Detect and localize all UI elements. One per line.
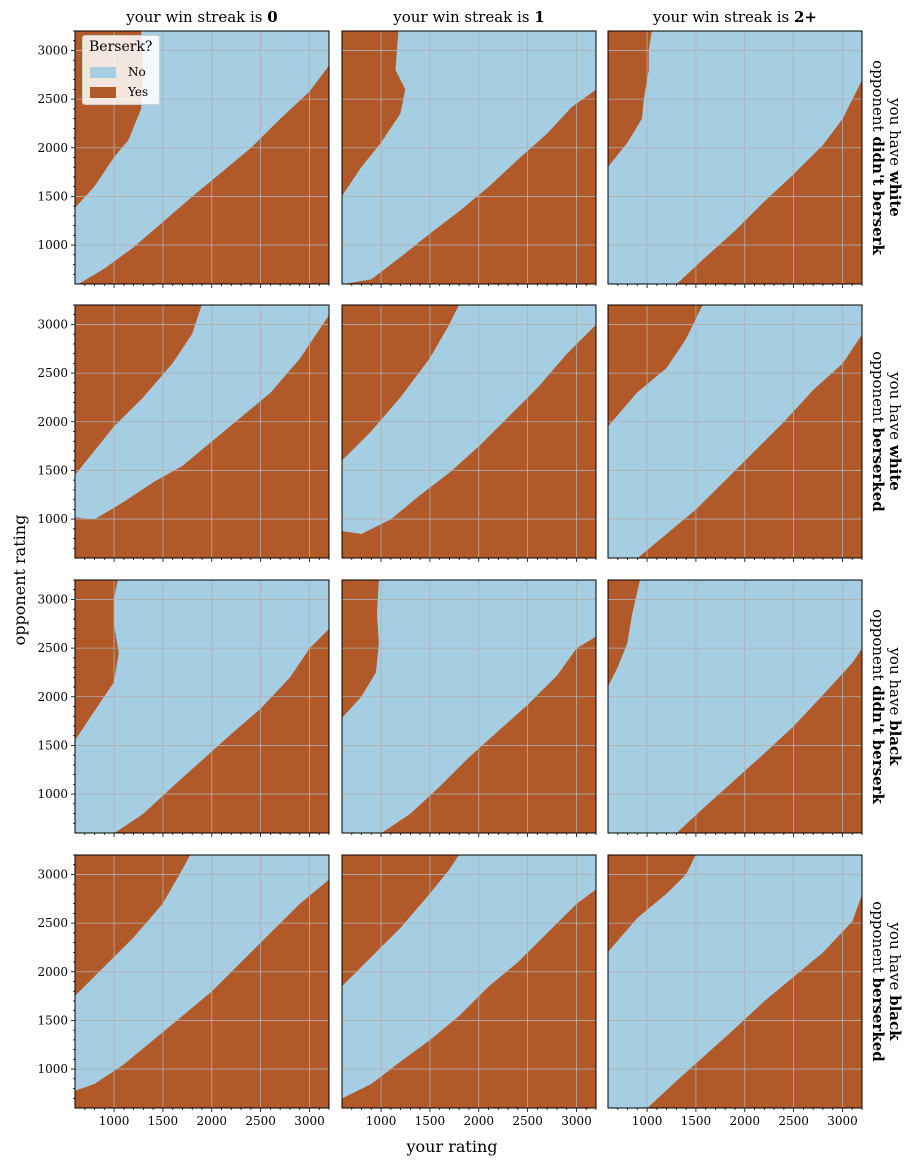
- region-no: [608, 855, 862, 1108]
- y-tick-label: 1000: [37, 787, 68, 801]
- panel-plot-area: [75, 580, 329, 833]
- y-tick-label: 3000: [37, 317, 68, 331]
- y-tick-label: 2500: [37, 92, 68, 106]
- x-tick-label: 1500: [148, 1114, 179, 1128]
- legend-entry-yes: Yes: [90, 85, 148, 99]
- region-no: [342, 31, 596, 284]
- y-tick-label: 3000: [37, 592, 68, 606]
- y-tick-label: 2000: [37, 415, 68, 429]
- panel-plot-area: [608, 580, 862, 833]
- region-no: [342, 305, 596, 534]
- y-tick-label: 1000: [37, 1062, 68, 1076]
- x-tick-label: 2500: [512, 1114, 543, 1128]
- panel-plot-area: [75, 305, 329, 558]
- region-no: [75, 31, 329, 284]
- panel-r1-c2: [607, 304, 863, 562]
- y-tick-label: 2500: [37, 916, 68, 930]
- svg-text:opponent didn't berserk: opponent didn't berserk: [869, 60, 887, 255]
- x-tick-label: 1000: [632, 1114, 663, 1128]
- y-tick-label: 1500: [37, 738, 68, 752]
- y-tick-label: 1500: [37, 189, 68, 203]
- x-tick-label: 2500: [245, 1114, 276, 1128]
- x-tick-label: 2000: [463, 1114, 494, 1128]
- x-tick-label: 3000: [294, 1114, 325, 1128]
- region-no: [75, 855, 329, 1092]
- legend-label-yes: Yes: [128, 85, 149, 99]
- legend-label-no: No: [128, 65, 146, 79]
- region-no: [608, 305, 862, 558]
- region-no: [75, 580, 329, 833]
- x-tick-label: 2000: [196, 1114, 227, 1128]
- column-title: your win streak is 1: [392, 8, 544, 26]
- y-tick-label: 2500: [37, 641, 68, 655]
- legend: Berserk? No Yes: [82, 35, 160, 105]
- x-tick-label: 1000: [99, 1114, 130, 1128]
- legend-title: Berserk?: [89, 39, 153, 55]
- x-tick-label: 1500: [681, 1114, 712, 1128]
- region-no: [342, 855, 596, 1100]
- panel-r3-c0: 1000 1500 2000 2500 3000 1000 1500 2000 2500 3000: [37, 854, 330, 1128]
- x-tick-label: 1500: [415, 1114, 446, 1128]
- panel-plot-area: [342, 305, 596, 558]
- panel-r2-c1: [341, 579, 597, 837]
- panel-r3-c2: 1000 1500 2000 2500 3000: [607, 854, 863, 1128]
- x-tick-label: 3000: [827, 1114, 858, 1128]
- y-tick-label: 1000: [37, 238, 68, 252]
- y-tick-label: 2000: [37, 965, 68, 979]
- column-title: your win streak is 2+: [652, 8, 817, 26]
- region-no: [608, 580, 862, 833]
- panel-r1-c0: 1000 1500 2000 2500 3000: [37, 304, 330, 562]
- y-tick-label: 3000: [37, 43, 68, 57]
- y-tick-label: 1000: [37, 512, 68, 526]
- y-tick-label: 3000: [37, 867, 68, 881]
- panel-plot-area: [75, 31, 329, 284]
- panel-r2-c2: [607, 579, 863, 837]
- panel-r0-c1: [341, 30, 597, 288]
- svg-text:you have black: you have black: [886, 921, 904, 1041]
- svg-text:you have black: you have black: [886, 646, 904, 766]
- svg-text:you have white: you have white: [886, 97, 904, 217]
- panel-r1-c1: [341, 304, 597, 562]
- panel-plot-area: [75, 855, 329, 1108]
- x-tick-label: 2000: [729, 1114, 760, 1128]
- panel-r3-c1: 1000 1500 2000 2500 3000: [341, 854, 597, 1128]
- panel-plot-area: [608, 855, 862, 1108]
- svg-text:opponent didn't berserk: opponent didn't berserk: [869, 609, 887, 804]
- panel-plot-area: [608, 31, 862, 284]
- x-tick-label: 2500: [778, 1114, 809, 1128]
- panel-plot-area: [342, 31, 596, 284]
- legend-swatch-no: [90, 66, 116, 78]
- y-axis-label: opponent rating: [10, 515, 29, 646]
- x-tick-label: 3000: [561, 1114, 592, 1128]
- x-tick-label: 1000: [366, 1114, 397, 1128]
- legend-entry-no: No: [90, 65, 146, 79]
- panel-r0-c0: 1000 1500 2000 2500 3000: [37, 30, 330, 288]
- panel-plot-area: [608, 305, 862, 558]
- panel-plot-area: [342, 580, 596, 833]
- x-axis-label: your rating: [406, 1137, 498, 1156]
- svg-text:you have white: you have white: [886, 371, 904, 491]
- svg-text:opponent berserked: opponent berserked: [869, 901, 887, 1062]
- y-tick-label: 2000: [37, 690, 68, 704]
- column-title: your win streak is 0: [125, 8, 277, 26]
- y-tick-label: 1500: [37, 463, 68, 477]
- panel-r2-c0: 1000 1500 2000 2500 3000: [37, 579, 330, 837]
- svg-text:opponent berserked: opponent berserked: [869, 351, 887, 512]
- y-tick-label: 1500: [37, 1013, 68, 1027]
- panel-r0-c2: [607, 30, 863, 288]
- panel-plot-area: [342, 855, 596, 1108]
- y-tick-label: 2500: [37, 366, 68, 380]
- legend-swatch-yes: [90, 86, 116, 98]
- y-tick-label: 2000: [37, 141, 68, 155]
